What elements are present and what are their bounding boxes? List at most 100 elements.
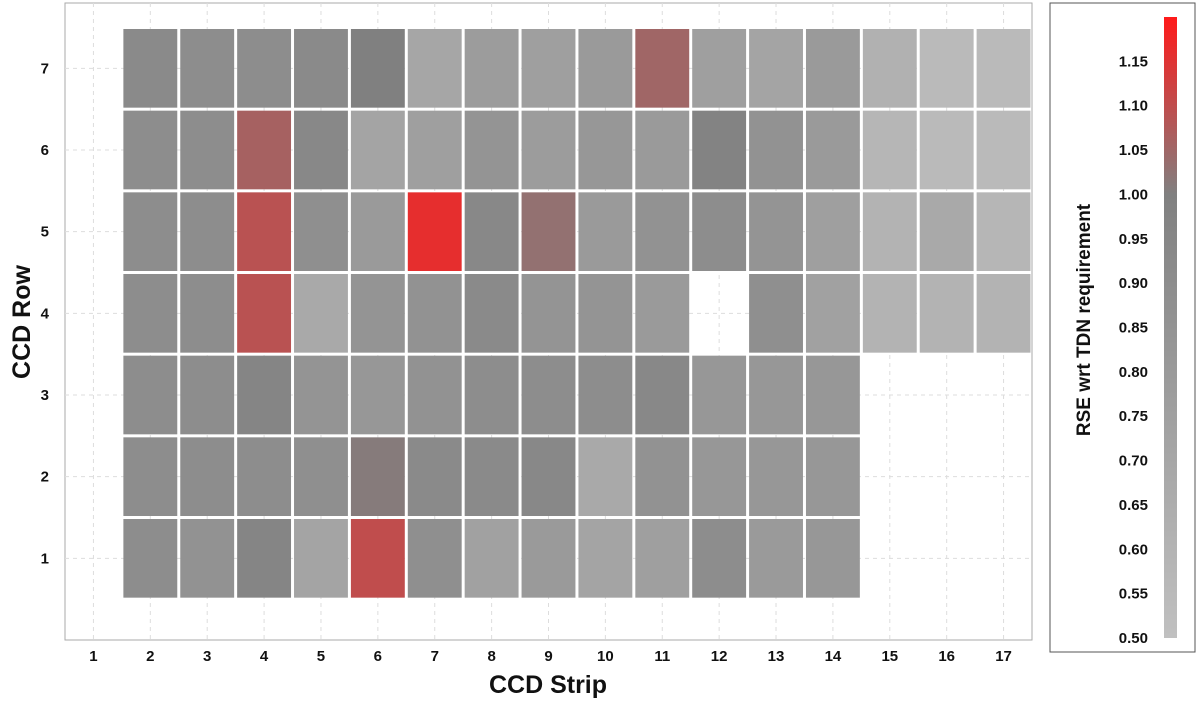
heatmap-cell [976,110,1031,190]
x-tick-label: 3 [203,648,211,665]
colorbar-tick-label: 0.50 [1119,630,1148,647]
heatmap-cell [919,29,974,108]
heatmap-cell [578,519,633,598]
heatmap-cell [862,29,917,108]
x-axis-title: CCD Strip [489,671,607,699]
heatmap-cell [749,110,803,190]
heatmap-cell [862,192,917,271]
heatmap-cell [521,110,576,190]
colorbar-tick-label: 0.90 [1119,275,1148,292]
heatmap-cell [805,519,860,598]
heatmap-cell [464,519,519,598]
x-tick-label: 5 [317,648,325,665]
heatmap-cell [635,355,690,435]
heatmap-cell [521,274,576,353]
heatmap-cell [578,192,633,271]
heatmap-cell [123,355,178,435]
heatmap-cell [350,110,405,190]
heatmap-cell [294,110,348,190]
heatmap-cell [350,192,405,271]
y-tick-label: 7 [41,60,49,77]
x-tick-label: 10 [597,648,614,665]
heatmap-cell [294,192,348,271]
heatmap-cell [692,29,747,108]
heatmap-cell [521,29,576,108]
heatmap-cell [237,355,292,435]
heatmap-cell [180,192,235,271]
x-tick-label: 17 [995,648,1012,665]
heatmap-cell [805,192,860,271]
heatmap-cell [635,437,690,516]
heatmap-cell [635,274,690,353]
heatmap-cell [407,437,462,516]
y-tick-label: 6 [41,142,49,159]
heatmap-cell [635,110,690,190]
heatmap-cell [350,519,405,598]
heatmap-cell [294,355,348,435]
heatmap-cell [294,29,348,108]
heatmap-cell [180,519,235,598]
heatmap-cell [919,274,974,353]
heatmap-cell [862,110,917,190]
heatmap-cell [180,437,235,516]
x-tick-label: 13 [768,648,785,665]
colorbar-tick-label: 1.05 [1119,142,1148,159]
heatmap-cell [350,437,405,516]
colorbar-gradient [1164,17,1177,638]
colorbar-tick-label: 0.60 [1119,541,1148,558]
heatmap-cell [350,29,405,108]
heatmap-cell [635,29,690,108]
y-tick-label: 3 [41,387,49,404]
heatmap-cell [919,192,974,271]
heatmap-cell [749,274,803,353]
heatmap-cell [919,110,974,190]
heatmap-cell [749,437,803,516]
heatmap-cell [180,110,235,190]
heatmap-cell [692,110,747,190]
colorbar-tick-label: 0.80 [1119,364,1148,381]
heatmap-cell [521,437,576,516]
heatmap-cell [407,355,462,435]
colorbar-tick-label: 1.00 [1119,186,1148,203]
heatmap-cell [350,274,405,353]
heatmap-cell [578,274,633,353]
x-tick-label: 1 [89,648,97,665]
heatmap-cell [635,192,690,271]
heatmap-cell [976,29,1031,108]
heatmap-cell [692,192,747,271]
heatmap-cell [749,355,803,435]
x-tick-label: 7 [431,648,439,665]
heatmap-cell [692,519,747,598]
colorbar-tick-label: 0.85 [1119,320,1148,337]
heatmap-cells [123,29,1031,598]
heatmap-cell [407,192,462,271]
colorbar-tick-label: 0.65 [1119,497,1148,514]
colorbar-title: RSE wrt TDN requirement [1074,203,1095,436]
heatmap-cell [407,274,462,353]
heatmap-cell [407,110,462,190]
colorbar-tick-label: 0.55 [1119,586,1148,603]
x-tick-label: 6 [374,648,382,665]
heatmap-cell [180,274,235,353]
y-tick-labels: 1 2 3 4 5 6 7 [41,60,50,567]
y-tick-label: 2 [41,469,49,486]
heatmap-cell [635,519,690,598]
heatmap-cell [749,29,803,108]
x-tick-labels: 1 2 3 4 5 6 7 8 9 10 11 12 13 14 15 16 17 [89,648,1012,665]
heatmap-cell [578,355,633,435]
colorbar-tick-label: 1.15 [1119,53,1148,70]
heatmap-cell [521,192,576,271]
x-tick-label: 16 [938,648,955,665]
heatmap-cell [521,355,576,435]
heatmap-cell [180,355,235,435]
x-tick-label: 2 [146,648,154,665]
heatmap-cell [237,192,292,271]
x-tick-label: 8 [487,648,495,665]
heatmap-cell [805,274,860,353]
heatmap-cell [749,192,803,271]
heatmap-cell [180,29,235,108]
heatmap-cell [464,110,519,190]
heatmap-cell [237,519,292,598]
heatmap-cell [692,355,747,435]
